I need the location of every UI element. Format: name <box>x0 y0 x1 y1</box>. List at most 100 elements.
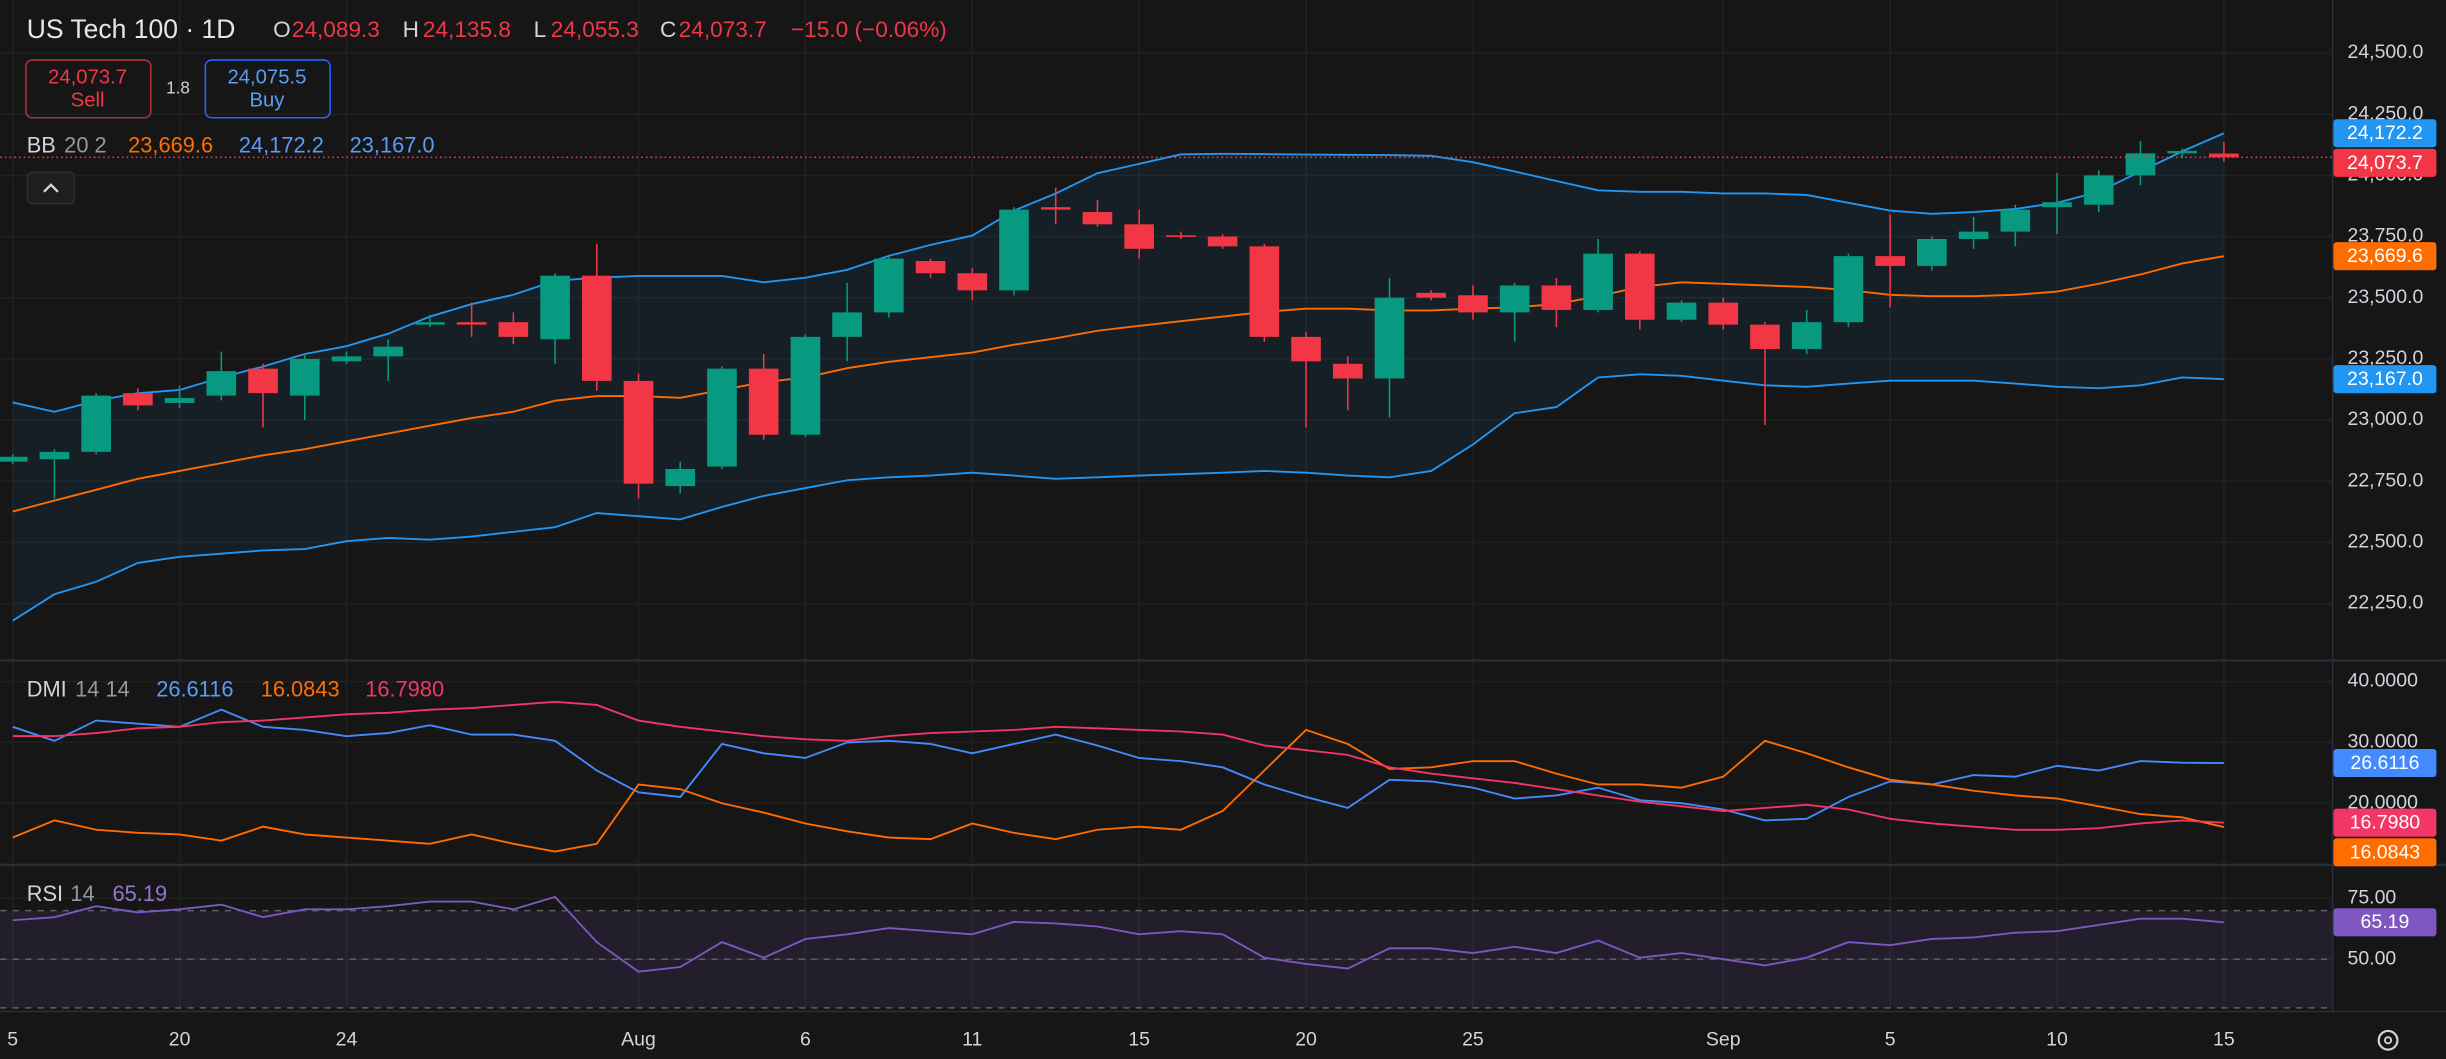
settings-icon-center[interactable] <box>2384 1036 2393 1045</box>
candle-body <box>623 380 654 484</box>
candle-body <box>498 322 529 337</box>
collapse-button[interactable] <box>26 171 76 205</box>
series-line <box>12 373 2224 622</box>
candle-body <box>540 275 570 340</box>
candle-body <box>1583 253 1613 310</box>
candle-body <box>415 322 445 325</box>
price-label: 24,073.7 <box>2347 152 2423 174</box>
candle-body <box>331 356 362 362</box>
candle-body <box>1291 336 1321 362</box>
chevron-icon[interactable] <box>43 183 59 193</box>
ohlc-value: 24,135.8 <box>423 17 511 42</box>
candle-body <box>0 456 28 462</box>
candle-body <box>2167 150 2197 154</box>
candle-body <box>456 322 487 325</box>
legend-value: 65.19 <box>113 881 168 906</box>
series-line <box>12 708 2224 822</box>
indicator-params: 14 <box>70 881 94 906</box>
price-label-bg <box>2333 908 2437 937</box>
candle-body <box>1791 322 1822 350</box>
candle-body <box>1082 212 1113 225</box>
candle-body <box>832 312 862 337</box>
indicator-name: RSI <box>27 881 63 906</box>
price-label-bg <box>2333 119 2437 148</box>
candle-body <box>707 368 737 467</box>
candle-body <box>123 393 153 406</box>
ohlc-value: 24,073.7 <box>679 17 767 42</box>
ohlc-key: O <box>273 17 291 42</box>
price-label: 26.6116 <box>2350 752 2419 774</box>
mark-layer <box>0 132 2332 1009</box>
candle-body <box>1541 285 1572 310</box>
settings-icon[interactable] <box>2377 1029 2399 1051</box>
x-tick-label: Sep <box>1706 1028 1741 1050</box>
sell-price[interactable]: 24,073.7 <box>48 66 127 88</box>
indicator-name: DMI <box>27 677 67 702</box>
x-tick-label: 11 <box>962 1028 982 1050</box>
buy-button[interactable]: 24,075.5 Buy <box>204 59 331 119</box>
y-tick-label: 23,500.0 <box>2348 286 2424 308</box>
candle-body <box>81 395 111 452</box>
candle-body <box>1040 207 1071 210</box>
x-tick-label: 6 <box>800 1028 811 1050</box>
symbol: US Tech 100 · 1D <box>27 14 236 44</box>
candle-body <box>957 273 988 291</box>
candle-body <box>2042 202 2072 208</box>
candle-body <box>790 336 821 435</box>
x-tick-label: 20 <box>1295 1028 1317 1050</box>
legend-value: 23,167.0 <box>350 132 435 157</box>
y-tick-label: 40.0000 <box>2348 670 2419 692</box>
candle-body <box>164 398 195 403</box>
sell-box[interactable] <box>25 59 152 119</box>
y-tick-label: 75.00 <box>2348 887 2397 909</box>
candle-body <box>665 468 696 487</box>
candle-body <box>206 371 237 396</box>
candle-body <box>1666 302 1697 320</box>
y-tick-label: 24,250.0 <box>2348 102 2424 124</box>
price-label: 16.0843 <box>2350 841 2420 863</box>
candle-body <box>581 275 612 381</box>
legend-value: 24,172.2 <box>239 132 324 157</box>
price-label: 23,669.6 <box>2347 245 2423 267</box>
x-tick-label: 5 <box>7 1028 18 1050</box>
candle-body <box>874 258 904 313</box>
y-tick-label: 22,750.0 <box>2348 469 2424 491</box>
x-tick-label: 20 <box>169 1028 191 1050</box>
indicator-params: 20 2 <box>64 132 106 157</box>
x-tick-label: 24 <box>336 1028 358 1050</box>
collapse-box[interactable] <box>26 171 76 205</box>
x-tick-label: 10 <box>2046 1028 2068 1050</box>
series-line <box>12 728 2225 853</box>
sell-button[interactable]: 24,073.7 Sell <box>25 59 152 119</box>
legend-value: 23,669.6 <box>128 132 213 157</box>
candle-body <box>1124 224 1154 249</box>
price-label-bg <box>2333 148 2437 177</box>
candle-body <box>1458 295 1488 313</box>
settings-button[interactable] <box>2377 1029 2399 1051</box>
candle-body <box>1374 297 1405 379</box>
candle-body <box>1917 238 1947 266</box>
indicator-name: BB <box>27 132 56 157</box>
candle-body <box>1958 231 1989 239</box>
y-tick-label: 30.0000 <box>2348 731 2419 753</box>
y-tick-label: 22,250.0 <box>2348 592 2424 614</box>
buy-price[interactable]: 24,075.5 <box>227 66 306 88</box>
ohlc-key: C <box>660 17 676 42</box>
candle-body <box>915 261 946 274</box>
sell-label[interactable]: Sell <box>71 90 105 112</box>
x-tick-label: Aug <box>621 1028 656 1050</box>
buy-label[interactable]: Buy <box>249 90 285 112</box>
ohlc-key: L <box>534 17 547 42</box>
price-label-bg <box>2333 838 2437 867</box>
candle-body <box>373 346 404 357</box>
indicator-params: 14 14 <box>75 677 130 702</box>
buy-box[interactable] <box>204 59 331 119</box>
candle-body <box>1166 235 1196 237</box>
price-label-bg <box>2333 242 2437 271</box>
candle-body <box>2083 175 2114 205</box>
series-line <box>12 895 2224 973</box>
candle-body <box>1499 285 1530 313</box>
legend-value: 16.0843 <box>261 677 340 702</box>
legend-value: 26.6116 <box>156 677 233 702</box>
